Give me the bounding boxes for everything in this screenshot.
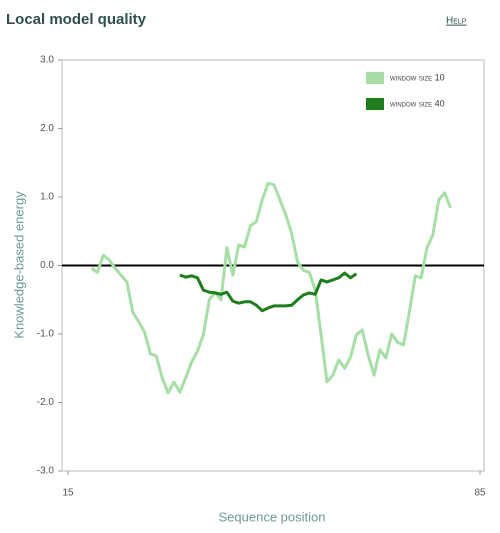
series-line bbox=[179, 271, 358, 313]
legend-swatch bbox=[366, 72, 384, 84]
x-tick-label: 85 bbox=[474, 488, 486, 499]
series-line bbox=[90, 181, 452, 395]
y-tick-label: 2.0 bbox=[40, 123, 54, 134]
y-tick-label: 1.0 bbox=[40, 192, 54, 203]
y-axis-label: Knowledge-based energy bbox=[11, 191, 26, 339]
x-axis-label: Sequence position bbox=[219, 509, 326, 524]
y-tick-label: 0.0 bbox=[40, 260, 54, 271]
legend-label: window size 40 bbox=[390, 98, 445, 108]
y-tick-label: -3.0 bbox=[37, 466, 55, 477]
legend-swatch bbox=[366, 98, 384, 110]
legend-label: window size 10 bbox=[390, 72, 445, 82]
y-tick-label: -2.0 bbox=[37, 397, 55, 408]
y-tick-label: -1.0 bbox=[37, 329, 55, 340]
x-tick-label: 15 bbox=[62, 488, 74, 499]
chart-title: Local model quality bbox=[6, 11, 147, 28]
help-link[interactable]: Help bbox=[446, 16, 467, 27]
y-tick-label: 3.0 bbox=[40, 55, 54, 66]
